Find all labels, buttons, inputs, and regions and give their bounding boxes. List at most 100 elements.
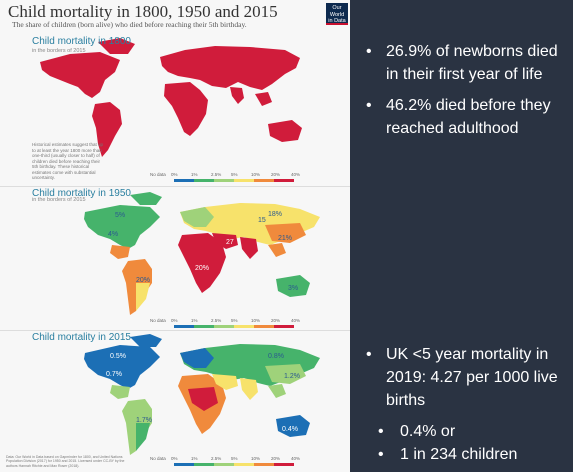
legend-tick: 0% <box>171 456 178 461</box>
value-label-canada: 0.5% <box>110 353 126 360</box>
legend-swatch-4 <box>234 325 254 328</box>
legend-tick: 40% <box>291 456 301 461</box>
value-label-middle-east: 27 <box>226 239 234 246</box>
legend-swatch-6 <box>274 325 294 328</box>
legend-tick: 2.5% <box>211 318 222 323</box>
fact-uk-ratio: 1 in 234 children <box>362 443 567 466</box>
fact-infant-deaths: 26.9% of newborns died in their first ye… <box>362 40 567 86</box>
value-label-china: 1.2% <box>284 373 300 380</box>
legend-no-data: No data <box>150 318 166 323</box>
legend-tick: 5% <box>231 456 238 461</box>
value-label-usa: 4% <box>108 231 119 238</box>
facts-top: 26.9% of newborns died in their first ye… <box>362 40 567 148</box>
legend-tick: 10% <box>251 456 261 461</box>
legend-tick: 10% <box>251 172 261 177</box>
chart-subtitle: The share of children (born alive) who d… <box>12 20 247 29</box>
legend-no-data: No data <box>150 456 166 461</box>
chart-panel: Child mortality in 1800, 1950 and 2015 T… <box>0 0 350 472</box>
legend-swatch-4 <box>234 179 254 182</box>
legend-swatch-5 <box>254 325 274 328</box>
legend-swatch-3 <box>214 325 234 328</box>
value-label-russia: 18% <box>268 211 283 218</box>
legend-tick: 1% <box>191 172 198 177</box>
map-1800-title: Child mortality in 1800 <box>32 36 131 47</box>
legend-tick: 40% <box>291 318 301 323</box>
legend-swatch-2 <box>194 463 214 466</box>
land-greenland <box>130 334 162 347</box>
legend-tick: 20% <box>271 172 281 177</box>
land-india <box>240 378 258 400</box>
land-north-america <box>40 52 120 98</box>
land-se-asia <box>268 243 286 257</box>
value-label-brazil: 1.7% <box>136 417 152 424</box>
legend-1800: No data 0% 1% 2.5% 5% 10% 20% 40% <box>150 172 300 184</box>
land-north-america <box>84 345 160 389</box>
land-central-africa <box>188 387 218 411</box>
fact-adulthood-deaths: 46.2% died before they reached adulthood <box>362 94 567 140</box>
land-south-cone <box>136 283 150 311</box>
chart-title: Child mortality in 1800, 1950 and 2015 <box>8 2 278 21</box>
map-1950-subtitle: in the borders of 2015 <box>32 197 86 203</box>
logo-line-2: in Data <box>328 18 346 24</box>
land-africa <box>164 82 208 136</box>
legend-no-data: No data <box>150 172 166 177</box>
legend-swatch-5 <box>254 179 274 182</box>
fact-uk-percent: 0.4% or <box>362 420 567 443</box>
land-australia <box>276 415 310 437</box>
legend-swatch-6 <box>274 463 294 466</box>
land-australia <box>268 120 302 142</box>
map-1800-svg <box>40 38 302 157</box>
land-middle-east <box>212 374 238 390</box>
value-label-russia: 0.8% <box>268 353 284 360</box>
facts-bottom: UK <5 year mortality in 2019: 4.27 per 1… <box>362 343 567 466</box>
land-middle-east <box>212 233 238 249</box>
value-label-usa: 0.7% <box>106 371 122 378</box>
value-label-china: 21% <box>278 235 293 242</box>
value-label-africa: 20% <box>195 265 210 272</box>
map-1800-subtitle: in the borders of 2015 <box>32 48 86 54</box>
value-label-canada: 5% <box>115 212 126 219</box>
legend-tick: 5% <box>231 318 238 323</box>
legend-swatch-1 <box>174 325 194 328</box>
divider-2 <box>0 330 350 331</box>
land-greenland <box>130 192 162 205</box>
land-russia <box>240 203 310 223</box>
map-1950-svg <box>84 192 320 315</box>
legend-swatch-5 <box>254 463 274 466</box>
land-mexico <box>110 245 130 259</box>
legend-tick: 0% <box>171 172 178 177</box>
legend-swatch-6 <box>274 179 294 182</box>
value-label-australia: 0.4% <box>282 426 298 433</box>
land-africa <box>178 233 226 293</box>
legend-1950: No data 0% 1% 2.5% 5% 10% 20% 40% <box>150 318 300 330</box>
land-india <box>230 87 244 104</box>
owid-logo: Our World in Data <box>326 3 348 25</box>
legend-swatch-1 <box>174 463 194 466</box>
map-2015-title: Child mortality in 2015 <box>32 332 131 343</box>
legend-2015: No data 0% 1% 2.5% 5% 10% 20% 40% <box>150 456 300 468</box>
land-south-america <box>92 102 122 157</box>
map-1800-note: Historical estimates suggest that up to … <box>32 142 104 180</box>
divider-1 <box>0 186 350 187</box>
map-2015-svg <box>84 334 320 455</box>
fact-uk-mortality: UK <5 year mortality in 2019: 4.27 per 1… <box>362 343 567 412</box>
legend-swatch-4 <box>234 463 254 466</box>
logo-bar <box>326 23 348 25</box>
legend-tick: 2.5% <box>211 172 222 177</box>
legend-tick: 2.5% <box>211 456 222 461</box>
land-mexico <box>110 385 130 399</box>
map-1950: Child mortality in 1950 in the borders o… <box>0 187 350 327</box>
land-se-asia <box>268 384 286 398</box>
legend-swatch-3 <box>214 179 234 182</box>
legend-tick: 20% <box>271 318 281 323</box>
land-china <box>265 223 306 243</box>
land-se-asia <box>255 92 272 106</box>
legend-swatch-1 <box>174 179 194 182</box>
legend-tick: 20% <box>271 456 281 461</box>
legend-tick: 10% <box>251 318 261 323</box>
value-label-brazil: 20% <box>136 277 151 284</box>
land-north-america <box>84 205 160 249</box>
land-eurasia <box>160 46 300 90</box>
value-label-australia: 3% <box>288 285 299 292</box>
land-europe <box>180 348 214 368</box>
